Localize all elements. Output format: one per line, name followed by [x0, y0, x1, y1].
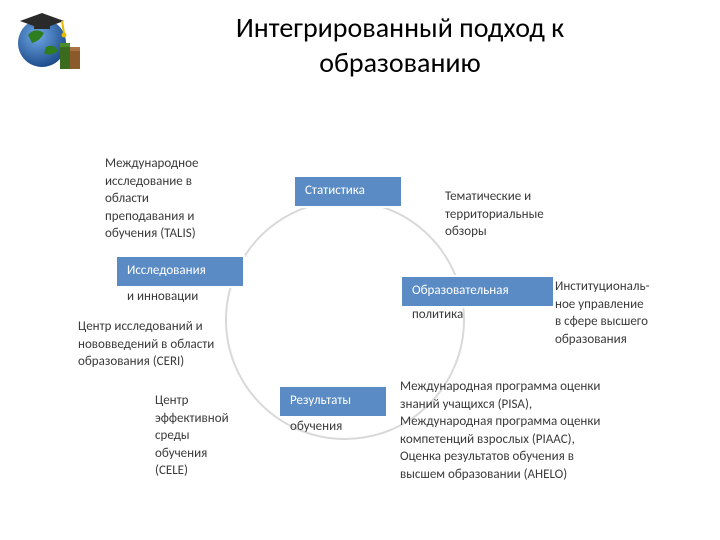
node-research: Исследования	[115, 255, 245, 288]
node-research-sub: и инновации	[117, 285, 208, 310]
annotation-institutional: Институциональ-ное управлениев сфере выс…	[555, 278, 705, 348]
node-results-label: Результаты	[290, 393, 351, 408]
annotation-ceri: Центр исследований инововведений в облас…	[78, 318, 278, 371]
annotation-cele: Центрэффективнойсредыобучения(CELE)	[155, 392, 275, 480]
logo-globe-books	[10, 5, 90, 75]
annotation-thematic: Тематические итерриториальныеобзоры	[445, 188, 605, 241]
page-title: Интегрированный подход к образованию	[100, 10, 700, 80]
node-policy-label: Образовательная	[412, 283, 509, 298]
title-line-2: образованию	[100, 45, 700, 80]
annotation-talis: Международноеисследование вобластипрепод…	[105, 155, 255, 243]
node-statistics: Статистика	[293, 175, 403, 208]
node-statistics-label: Статистика	[305, 183, 365, 198]
node-research-label: Исследования	[127, 263, 206, 278]
annotation-pisa: Международная программа оценкизнаний уча…	[400, 378, 700, 483]
node-results-sub: обучения	[280, 415, 352, 440]
node-results: Результаты	[278, 385, 388, 418]
title-line-1: Интегрированный подход к	[100, 10, 700, 45]
node-policy-sub: политика	[402, 303, 473, 328]
